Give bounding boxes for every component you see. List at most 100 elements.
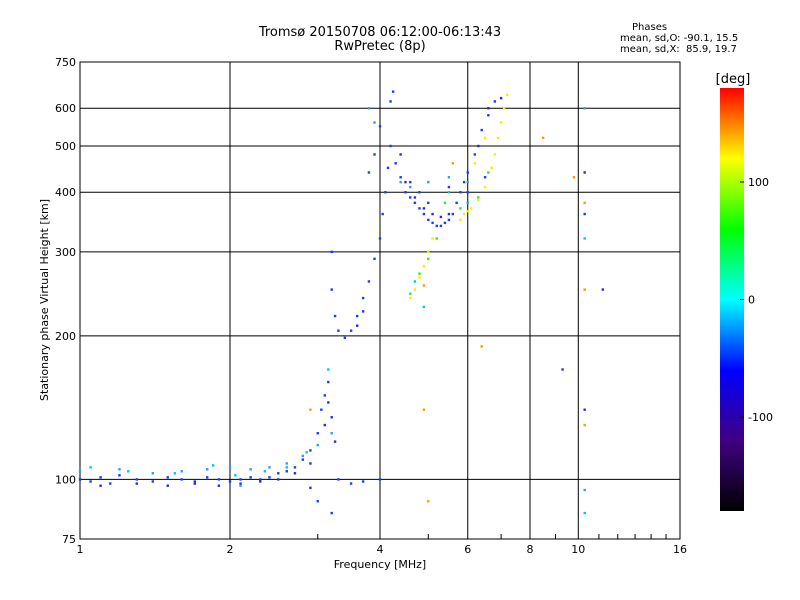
data-point (439, 224, 443, 228)
data-point (477, 144, 480, 148)
data-point (483, 176, 487, 179)
data-point (487, 171, 490, 174)
x-tick-labels: 1 2 4 6 8 10 16 (77, 543, 688, 556)
data-point (409, 296, 412, 300)
data-point (473, 162, 477, 165)
data-point (439, 215, 443, 219)
data-point (99, 476, 102, 479)
x-tick-label: 10 (571, 543, 585, 556)
data-point (166, 484, 169, 487)
data-point (422, 207, 426, 210)
data-point (487, 114, 490, 117)
data-point (466, 191, 469, 194)
y-tick-label: 75 (62, 533, 76, 546)
data-point (418, 272, 421, 275)
data-point (418, 276, 421, 279)
data-point (490, 166, 493, 170)
data-point (367, 171, 371, 174)
data-point (109, 482, 112, 485)
data-point (409, 180, 412, 184)
data-point (89, 480, 92, 483)
data-point (151, 472, 155, 475)
data-point (173, 472, 177, 475)
data-point (249, 476, 252, 479)
data-point (228, 466, 232, 469)
data-point (389, 100, 392, 103)
data-point (413, 288, 417, 291)
data-point (409, 292, 412, 295)
data-point (349, 329, 353, 332)
colorbar-tick-label: -100 (748, 411, 773, 424)
data-point (323, 423, 327, 427)
data-point (355, 314, 359, 318)
data-point (431, 212, 434, 216)
data-point (499, 121, 503, 124)
data-point (435, 237, 438, 240)
data-point (355, 324, 359, 327)
data-point (422, 305, 426, 309)
data-point (239, 482, 242, 485)
y-tick-label: 400 (55, 186, 76, 199)
data-point (470, 207, 473, 210)
data-point (418, 191, 421, 194)
x-tick-label: 2 (227, 543, 234, 556)
data-point (466, 171, 469, 174)
data-point (309, 462, 312, 465)
data-point (268, 466, 271, 469)
data-point (180, 478, 183, 481)
data-point (447, 218, 451, 222)
data-point (477, 198, 480, 202)
data-point (505, 93, 509, 97)
data-point (447, 176, 451, 179)
data-point (285, 470, 288, 473)
data-point (399, 176, 402, 179)
data-point (316, 443, 319, 447)
data-point (343, 336, 347, 340)
y-axis-label: Stationary phase Virtual Height [km] (38, 199, 51, 401)
data-point (462, 180, 466, 184)
data-point (78, 470, 82, 473)
data-point (228, 480, 232, 483)
data-point (447, 191, 451, 194)
data-point (327, 401, 330, 404)
data-point (151, 480, 155, 483)
x-axis-label: Frequency [MHz] (334, 558, 426, 571)
data-point (135, 482, 138, 485)
data-point (583, 171, 586, 174)
data-point (234, 474, 237, 477)
colorbar-label: [deg] (716, 72, 751, 87)
phase-stats: Phases mean, sd,O: -90.1, 15.5 mean, sd,… (620, 22, 738, 55)
data-point (583, 107, 586, 110)
data-point (427, 250, 430, 254)
data-point (327, 368, 330, 371)
data-point (378, 478, 382, 481)
data-point (451, 162, 455, 165)
y-tick-label: 600 (55, 102, 76, 115)
y-tick-labels: 75 100 200 300 400 500 600 750 (55, 56, 76, 546)
data-point (483, 136, 487, 140)
scatter-points (78, 90, 605, 515)
data-point (78, 478, 82, 481)
data-point (316, 431, 319, 435)
data-point (277, 472, 280, 475)
data-point (361, 296, 365, 300)
data-point (443, 221, 447, 225)
x-tick-label: 1 (77, 543, 84, 556)
data-point (373, 257, 376, 261)
data-point (409, 196, 412, 199)
data-point (583, 423, 586, 427)
plot-frame (79, 61, 681, 540)
data-point (118, 474, 121, 477)
data-point (249, 468, 252, 471)
data-point (447, 212, 451, 216)
data-point (427, 180, 430, 184)
data-point (391, 90, 395, 93)
data-point (459, 191, 462, 194)
data-point (477, 196, 480, 199)
data-point (493, 100, 497, 103)
data-point (601, 288, 605, 291)
data-point (422, 212, 426, 216)
data-point (422, 264, 426, 268)
data-point (320, 408, 323, 411)
data-point (466, 180, 469, 184)
